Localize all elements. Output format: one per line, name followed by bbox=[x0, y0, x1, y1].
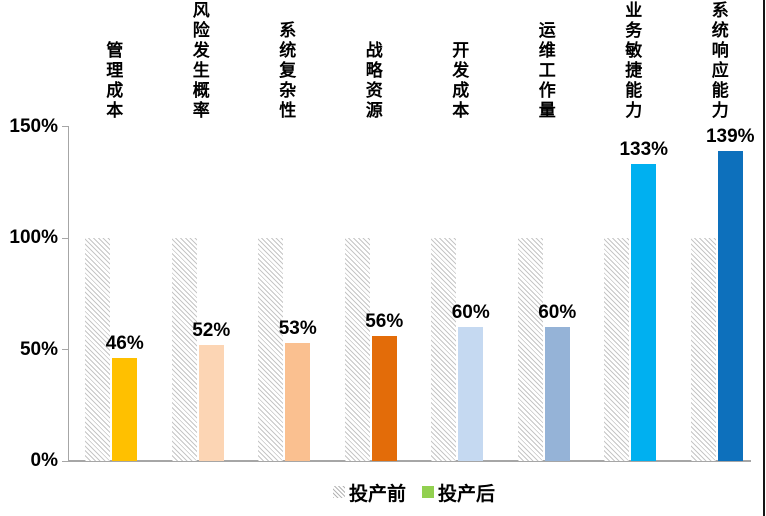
category-label: 系统响应能力 bbox=[708, 1, 728, 121]
bar-after-7 bbox=[631, 164, 657, 461]
chart-legend: 投产前 投产后 bbox=[68, 479, 760, 505]
bar-after-4 bbox=[371, 336, 397, 461]
value-label: 139% bbox=[705, 126, 755, 148]
y-axis-tick bbox=[62, 126, 68, 127]
y-tick-label: 100% bbox=[9, 227, 58, 248]
bar-before-7 bbox=[604, 238, 630, 461]
y-axis-tick bbox=[62, 349, 68, 350]
y-tick-label: 0% bbox=[30, 450, 58, 471]
bar-before-4 bbox=[344, 238, 370, 461]
category-label: 管理成本 bbox=[103, 41, 123, 121]
bar-after-1 bbox=[112, 358, 138, 461]
value-label: 46% bbox=[105, 333, 144, 355]
y-axis-tick bbox=[62, 460, 68, 462]
y-tick-label: 50% bbox=[19, 338, 58, 360]
bar-after-5 bbox=[458, 327, 484, 461]
value-label: 52% bbox=[192, 320, 231, 342]
value-label: 60% bbox=[538, 302, 577, 324]
bar-after-6 bbox=[544, 327, 570, 461]
x-axis-line bbox=[68, 460, 751, 462]
bar-after-2 bbox=[198, 345, 224, 461]
category-label: 风险发生概率 bbox=[189, 1, 209, 121]
value-label: 133% bbox=[619, 139, 669, 161]
bar-before-3 bbox=[258, 238, 284, 461]
bar-before-2 bbox=[171, 238, 197, 461]
legend-item-before: 投产前 bbox=[332, 479, 406, 506]
y-tick-label: 150% bbox=[9, 115, 58, 137]
legend-item-after: 投产后 bbox=[422, 479, 495, 506]
legend-swatch-after-icon bbox=[422, 486, 434, 498]
category-label: 业务敏捷能力 bbox=[622, 1, 642, 121]
legend-swatch-before-icon bbox=[332, 486, 345, 498]
bar-before-1 bbox=[85, 238, 111, 461]
bar-before-8 bbox=[690, 238, 716, 461]
category-label: 运维工作量 bbox=[535, 21, 555, 121]
category-label: 开发成本 bbox=[449, 41, 469, 121]
y-axis-tick bbox=[62, 237, 68, 239]
image-right-border bbox=[763, 0, 765, 516]
bar-after-8 bbox=[717, 151, 743, 461]
category-label: 系统复杂性 bbox=[276, 21, 296, 121]
value-label: 56% bbox=[365, 311, 404, 333]
bar-before-6 bbox=[517, 238, 543, 461]
y-axis-line bbox=[68, 126, 69, 461]
value-label: 53% bbox=[278, 317, 317, 339]
value-label: 60% bbox=[451, 302, 490, 324]
legend-label-before: 投产前 bbox=[348, 483, 406, 505]
category-label: 战略资源 bbox=[362, 41, 382, 121]
bar-after-3 bbox=[285, 342, 311, 461]
bar-before-5 bbox=[431, 238, 457, 461]
legend-label-after: 投产后 bbox=[438, 483, 496, 505]
